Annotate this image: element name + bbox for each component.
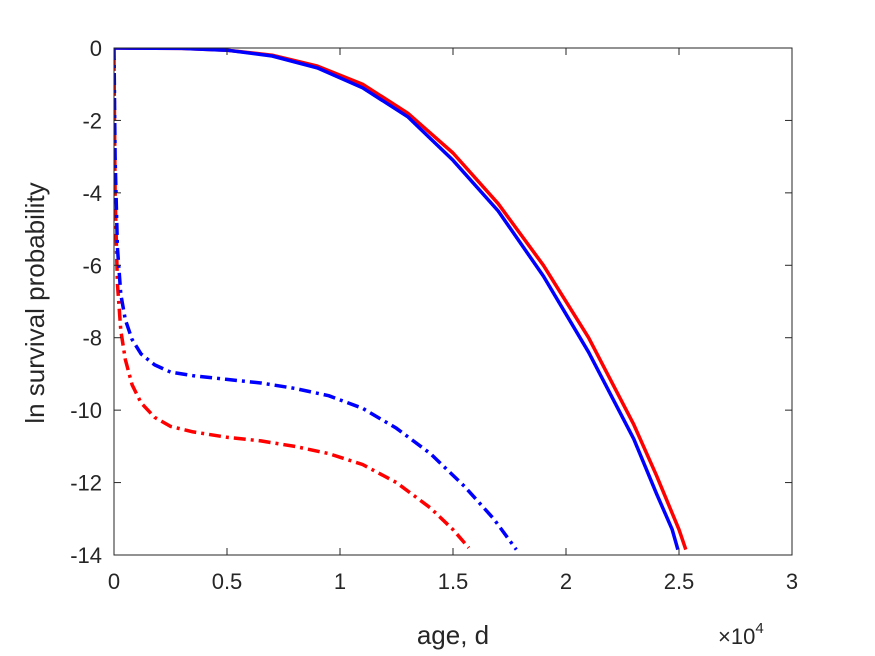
plot-area bbox=[113, 47, 793, 556]
y-tick-label: -8 bbox=[82, 326, 102, 351]
x-axis-label: age, d bbox=[417, 620, 489, 650]
x-tick-label: 1.5 bbox=[438, 569, 469, 594]
x-tick-label: 1 bbox=[334, 569, 346, 594]
x-tick-label: 0 bbox=[108, 569, 120, 594]
series-line-4 bbox=[114, 48, 518, 551]
tick-labels: 0 0.5 1 1.5 2 2.5 3 0 -2 -4 -6 -8 -10 -12 -14 bbox=[70, 36, 798, 594]
x-tick-label: 3 bbox=[786, 569, 798, 594]
y-axis-label: ln survival probability bbox=[20, 182, 50, 423]
series-line-1 bbox=[114, 48, 688, 551]
y-tick-label: 0 bbox=[90, 36, 102, 61]
y-tick-label: -14 bbox=[70, 543, 102, 568]
y-tick-label: -12 bbox=[70, 471, 102, 496]
y-tick-label: -6 bbox=[82, 253, 102, 278]
x-tick-label: 0.5 bbox=[212, 569, 243, 594]
x-tick-label: 2.5 bbox=[664, 569, 695, 594]
y-tick-label: -4 bbox=[82, 181, 102, 206]
y-tick-label: -2 bbox=[82, 108, 102, 133]
x-exponent-label: ×104 bbox=[718, 620, 764, 649]
series-line-2 bbox=[114, 48, 680, 551]
axes-box bbox=[113, 47, 793, 556]
x-tick-label: 2 bbox=[560, 569, 572, 594]
series-line-3 bbox=[114, 58, 471, 549]
y-tick-label: -10 bbox=[70, 398, 102, 423]
series-group bbox=[114, 48, 688, 551]
